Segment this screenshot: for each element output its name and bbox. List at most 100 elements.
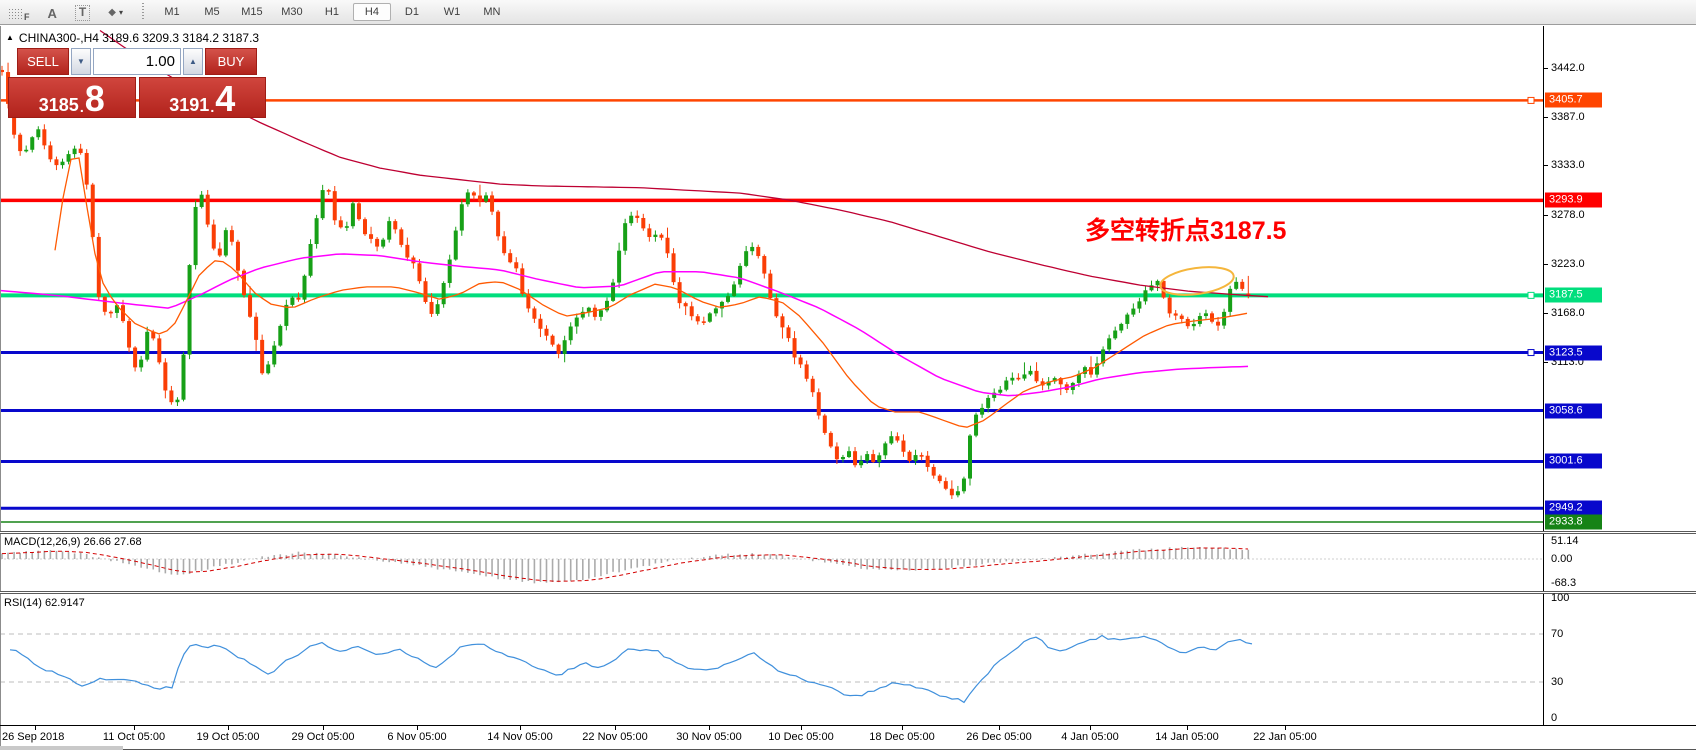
macd-panel[interactable]	[0, 534, 1543, 591]
timeframe-m15[interactable]: M15	[241, 6, 263, 18]
price-tick-mark	[1543, 312, 1548, 314]
volume-input[interactable]: 1.00	[93, 48, 181, 75]
main-chart[interactable]	[0, 26, 1543, 531]
volume-down-button[interactable]: ▼	[71, 48, 91, 75]
date-tick-mark	[709, 726, 710, 730]
collapse-icon[interactable]: ▲	[6, 33, 14, 42]
timeframe-mn[interactable]: MN	[483, 6, 501, 18]
price-level-badge: 3001.6	[1545, 453, 1602, 469]
text-tool-icon[interactable]: T	[74, 3, 91, 21]
price-tick-mark	[1543, 361, 1548, 363]
macd-title: MACD(12,26,9) 26.66 27.68	[4, 536, 142, 548]
date-label: 6 Nov 05:00	[387, 731, 447, 743]
price-level-badge: 2949.2	[1545, 500, 1602, 516]
indicator-window-label: F	[24, 12, 30, 22]
price-tick-mark	[1543, 214, 1548, 216]
volume-up-button[interactable]: ▲	[183, 48, 203, 75]
date-label: 14 Nov 05:00	[487, 731, 553, 743]
price-tick-label: 3168.0	[1551, 306, 1585, 319]
buy-price-dot: .	[210, 99, 215, 115]
timeframe-d1[interactable]: D1	[404, 6, 419, 18]
date-tick-mark	[615, 726, 616, 730]
price-tick-label: 3278.0	[1551, 208, 1585, 221]
buy-price-main: 3191	[169, 95, 210, 115]
macd-scale-label: -68.3	[1551, 577, 1577, 590]
date-label: 14 Jan 05:00	[1155, 731, 1219, 743]
date-tick-mark	[1090, 726, 1091, 730]
macd-separator[interactable]	[0, 531, 1696, 534]
date-tick-mark	[902, 726, 903, 730]
buy-price-display[interactable]: 3191 . 4	[138, 77, 266, 118]
price-level-badge: 3405.7	[1545, 92, 1602, 108]
sell-price-main: 3185	[38, 95, 79, 115]
timeframe-m5[interactable]: M5	[204, 6, 220, 18]
sell-price-big-digit: 8	[84, 78, 105, 120]
rsi-scale-label: 100	[1551, 592, 1570, 604]
date-tick-mark	[323, 726, 324, 730]
up-arrow-icon: ▲	[189, 57, 197, 66]
price-tick-mark	[1543, 117, 1548, 119]
window-left-border	[0, 26, 1, 750]
price-tick-mark	[1543, 263, 1548, 265]
toolbar-separator	[141, 3, 147, 21]
price-tick-mark	[1543, 165, 1548, 167]
price-tick-label: 3442.0	[1551, 62, 1585, 74]
down-arrow-icon: ▼	[77, 57, 85, 66]
price-level-badge: 3293.9	[1545, 192, 1602, 208]
price-tick-label: 3223.0	[1551, 257, 1585, 270]
macd-scale-label: 51.14	[1551, 534, 1579, 547]
date-label: 18 Dec 05:00	[869, 731, 935, 743]
date-axis-border	[0, 725, 1696, 726]
date-label: 22 Nov 05:00	[582, 731, 648, 743]
price-tick-label: 3387.0	[1551, 111, 1585, 124]
timeframe-m1[interactable]: M1	[164, 6, 180, 18]
date-tick-mark	[417, 726, 418, 730]
price-tick-label: 3333.0	[1551, 159, 1585, 172]
date-label: 26 Dec 05:00	[966, 731, 1032, 743]
date-label: 22 Jan 05:00	[1253, 731, 1317, 743]
timeframe-h1[interactable]: H1	[324, 6, 339, 18]
date-tick-mark	[999, 726, 1000, 730]
timeframe-h4[interactable]: H4	[352, 3, 391, 21]
price-axis-border	[1543, 26, 1544, 725]
text-label-icon[interactable]: A	[47, 6, 57, 21]
date-tick-mark	[1285, 726, 1286, 730]
rsi-title: RSI(14) 62.9147	[4, 597, 85, 609]
date-tick-mark	[520, 726, 521, 730]
date-tick-mark	[801, 726, 802, 730]
date-label: 29 Oct 05:00	[291, 731, 355, 743]
price-level-badge: 2933.8	[1545, 514, 1602, 530]
rsi-scale-label: 30	[1551, 676, 1564, 688]
date-tick-mark	[1187, 726, 1188, 730]
rsi-panel[interactable]	[0, 594, 1543, 725]
rsi-scale-label: 70	[1551, 628, 1564, 640]
sell-button[interactable]: SELL	[17, 48, 69, 75]
buy-button[interactable]: BUY	[205, 48, 257, 75]
date-label: 19 Oct 05:00	[196, 731, 260, 743]
drawing-tools-icon[interactable]: ◆ ▾	[108, 6, 123, 18]
chart-title: CHINA300-,H4 3189.6 3209.3 3184.2 3187.3	[18, 31, 260, 45]
price-tick-mark	[1543, 68, 1548, 69]
date-label: 10 Dec 05:00	[768, 731, 834, 743]
date-label: 4 Jan 05:00	[1061, 731, 1119, 743]
timeframe-m30[interactable]: M30	[281, 6, 303, 18]
rsi-separator[interactable]	[0, 591, 1696, 594]
sell-price-display[interactable]: 3185 . 8	[8, 77, 136, 118]
price-level-badge: 3058.6	[1545, 403, 1602, 419]
text-annotation: 多空转折点3187.5	[1085, 217, 1287, 245]
sell-price-dot: .	[79, 99, 84, 115]
date-label: 30 Nov 05:00	[676, 731, 742, 743]
date-label: 11 Oct 05:00	[102, 731, 166, 743]
timeframe-group: M1 M5 M15 M30 H1 H4 D1 W1 MN	[153, 3, 511, 21]
chevron-down-icon: ▾	[118, 7, 123, 17]
price-level-badge: 3123.5	[1545, 345, 1602, 361]
grid-dots-glyph	[9, 9, 23, 21]
indicator-window-icon[interactable]: F	[9, 3, 30, 22]
timeframe-w1[interactable]: W1	[443, 6, 461, 18]
macd-scale-label: 0.00	[1551, 553, 1573, 565]
scrollbar-thumb[interactable]	[0, 746, 123, 750]
chart-header: ▲ CHINA300-,H4 3189.6 3209.3 3184.2 3187…	[6, 31, 259, 45]
date-tick-mark	[35, 726, 36, 730]
price-level-badge: 3187.5	[1545, 287, 1602, 303]
